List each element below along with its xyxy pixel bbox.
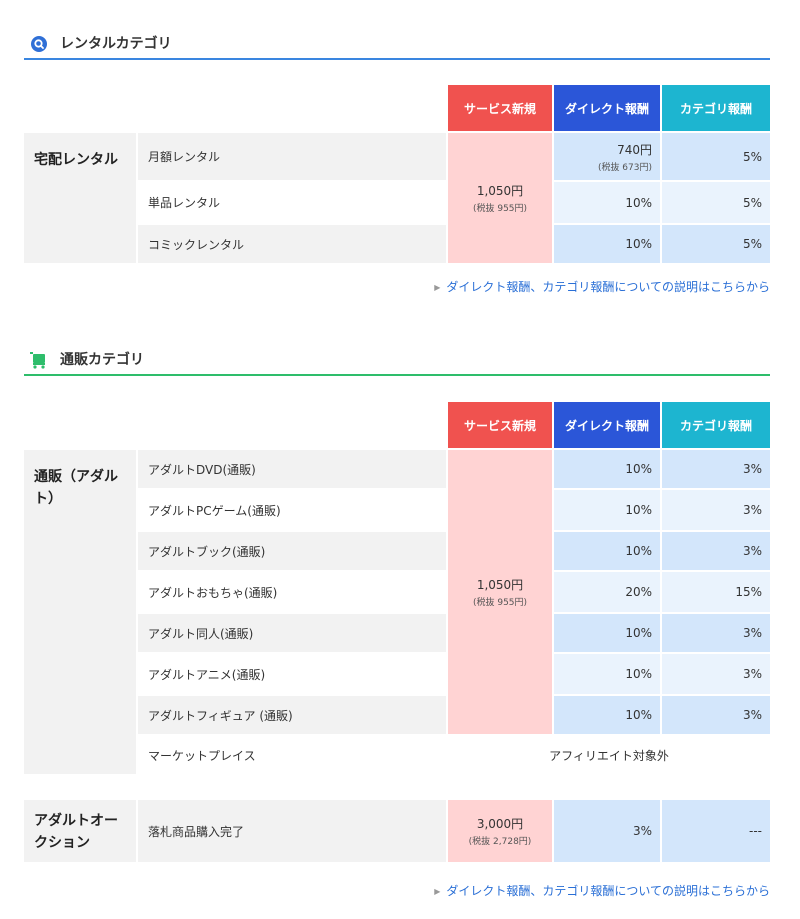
service-new-price: 1,050円 (税抜 955円) — [448, 133, 552, 263]
row-name: アダルトアニメ(通販) — [138, 654, 446, 694]
reward-explanation-link[interactable]: ▶ ダイレクト報酬、カテゴリ報酬についての説明はこちらから — [434, 278, 770, 295]
price-value: 1,050円 — [476, 578, 524, 592]
header-category-reward: カテゴリ報酬 — [662, 402, 770, 448]
direct-reward-cell: 10% — [554, 696, 660, 734]
row-name: 落札商品購入完了 — [138, 800, 446, 862]
row-name: コミックレンタル — [138, 225, 446, 263]
row-name-marketplace: マーケットプレイス — [138, 736, 446, 774]
rental-section-header: レンタルカテゴリ — [24, 30, 770, 60]
category-reward-cell: 3% — [662, 450, 770, 488]
shopping-cart-icon — [30, 352, 45, 369]
mailorder-table: サービス新規 ダイレクト報酬 カテゴリ報酬 通販（アダルト） アダルトDVD(通… — [24, 402, 770, 872]
header-direct-reward: ダイレクト報酬 — [554, 85, 660, 131]
direct-reward-cell: 10% — [554, 614, 660, 652]
header-service-new: サービス新規 — [448, 402, 552, 448]
category-reward-cell: 3% — [662, 490, 770, 530]
price-value: 3,000円 — [476, 817, 524, 831]
rental-table: サービス新規 ダイレクト報酬 カテゴリ報酬 宅配レンタル 月額レンタル 単品レン… — [24, 85, 770, 263]
auction-service-new-price: 3,000円 (税抜 2,728円) — [448, 800, 552, 862]
direct-reward-cell: 740円 (税抜 673円) — [554, 133, 660, 180]
row-name: アダルトPCゲーム(通販) — [138, 490, 446, 530]
category-reward-cell: 3% — [662, 654, 770, 694]
row-name: 単品レンタル — [138, 182, 446, 223]
group-label-adult-mailorder: 通販（アダルト） — [24, 450, 136, 774]
header-direct-reward: ダイレクト報酬 — [554, 402, 660, 448]
group-label-adult-auction: アダルトオークション — [24, 800, 136, 862]
marketplace-not-eligible: アフィリエイト対象外 — [549, 748, 669, 763]
row-name: アダルトフィギュア (通販) — [138, 696, 446, 734]
category-reward-cell: --- — [662, 800, 770, 862]
row-name: アダルト同人(通販) — [138, 614, 446, 652]
category-reward-cell: 5% — [662, 225, 770, 263]
header-category-reward: カテゴリ報酬 — [662, 85, 770, 131]
triangle-right-icon: ▶ — [434, 887, 441, 896]
row-name: 月額レンタル — [138, 133, 446, 180]
price-tax-excluded: (税抜 2,728円) — [468, 837, 532, 847]
direct-reward-cell: 10% — [554, 654, 660, 694]
group-label-takuhai-rental: 宅配レンタル — [24, 133, 136, 263]
mailorder-section-header: 通販カテゴリ — [24, 346, 770, 376]
direct-reward-cell: 10% — [554, 182, 660, 223]
triangle-right-icon: ▶ — [434, 283, 441, 292]
direct-reward-cell: 3% — [554, 800, 660, 862]
reward-explanation-link[interactable]: ▶ ダイレクト報酬、カテゴリ報酬についての説明はこちらから — [434, 882, 770, 899]
service-new-price: 1,050円 (税抜 955円) — [448, 450, 552, 734]
category-reward-cell: 3% — [662, 532, 770, 570]
direct-reward-cell: 10% — [554, 225, 660, 263]
category-reward-cell: 3% — [662, 614, 770, 652]
category-reward-cell: 5% — [662, 133, 770, 180]
rental-section-title: レンタルカテゴリ — [60, 36, 172, 52]
rental-search-icon — [31, 36, 47, 52]
direct-reward-cell: 20% — [554, 572, 660, 612]
row-name: アダルトおもちゃ(通販) — [138, 572, 446, 612]
mailorder-section-title: 通販カテゴリ — [60, 352, 144, 368]
price-value: 1,050円 — [476, 184, 524, 198]
category-reward-cell: 3% — [662, 696, 770, 734]
reward-explanation-link-text[interactable]: ダイレクト報酬、カテゴリ報酬についての説明はこちらから — [446, 884, 770, 898]
category-reward-cell: 15% — [662, 572, 770, 612]
category-reward-cell: 5% — [662, 182, 770, 223]
direct-reward-cell: 10% — [554, 490, 660, 530]
header-service-new: サービス新規 — [448, 85, 552, 131]
row-name: アダルトブック(通販) — [138, 532, 446, 570]
reward-explanation-link-text[interactable]: ダイレクト報酬、カテゴリ報酬についての説明はこちらから — [446, 280, 770, 294]
direct-reward-cell: 10% — [554, 450, 660, 488]
direct-reward-tax-excluded: (税抜 673円) — [597, 162, 652, 173]
direct-reward-cell: 10% — [554, 532, 660, 570]
price-tax-excluded: (税抜 955円) — [472, 204, 528, 214]
row-name: アダルトDVD(通販) — [138, 450, 446, 488]
direct-reward-value: 740円 — [617, 142, 652, 157]
price-tax-excluded: (税抜 955円) — [472, 598, 528, 608]
